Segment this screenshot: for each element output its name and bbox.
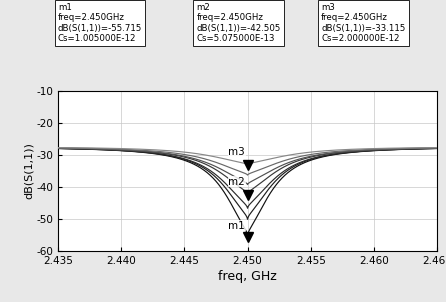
Text: m3
freq=2.450GHz
dB(S(1,1))=-33.115
Cs=2.000000E-12: m3 freq=2.450GHz dB(S(1,1))=-33.115 Cs=2… (321, 3, 405, 43)
Text: m3: m3 (228, 146, 245, 157)
Text: m2: m2 (228, 177, 245, 187)
Text: m1: m1 (228, 220, 245, 230)
Y-axis label: dB(S(1,1)): dB(S(1,1)) (24, 142, 33, 199)
X-axis label: freq, GHz: freq, GHz (218, 270, 277, 283)
Text: m2
freq=2.450GHz
dB(S(1,1))=-42.505
Cs=5.075000E-13: m2 freq=2.450GHz dB(S(1,1))=-42.505 Cs=5… (196, 3, 281, 43)
Text: m1
freq=2.450GHz
dB(S(1,1))=-55.715
Cs=1.005000E-12: m1 freq=2.450GHz dB(S(1,1))=-55.715 Cs=1… (58, 3, 142, 43)
